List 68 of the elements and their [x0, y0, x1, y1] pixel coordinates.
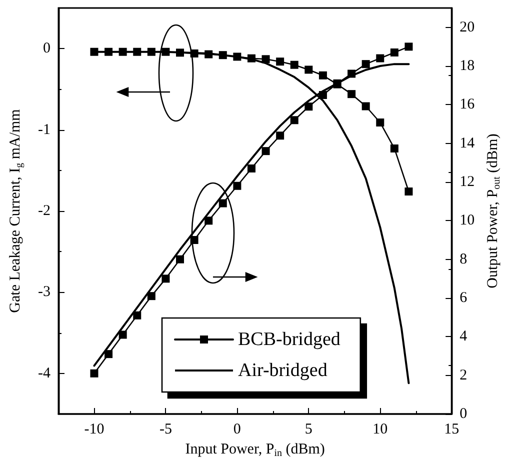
point [104, 48, 113, 56]
x-tick-label: 5 [304, 422, 312, 438]
y2-tick-label: 16 [460, 96, 476, 113]
point [318, 71, 327, 80]
point [118, 330, 127, 339]
y2-tick-label: 20 [460, 19, 475, 36]
point [233, 182, 242, 190]
point [390, 48, 398, 56]
y2-tick-label: 10 [460, 212, 475, 229]
point [204, 50, 213, 58]
point [118, 48, 127, 56]
y-tick-label: -1 [38, 122, 50, 138]
point [362, 102, 370, 110]
y2-tick-label: 18 [460, 58, 475, 74]
point [376, 54, 384, 62]
point [390, 144, 398, 152]
point [176, 48, 184, 57]
point [362, 60, 370, 68]
point [318, 91, 327, 99]
legend-label: BCB-bridged [238, 329, 341, 350]
point [133, 48, 142, 56]
point [90, 369, 98, 378]
point [218, 199, 227, 208]
x-tick-label: 10 [372, 422, 388, 438]
point [247, 54, 256, 62]
point [304, 66, 313, 74]
y2-tick-label: 0 [460, 406, 468, 422]
x-tick-label: -10 [84, 422, 104, 438]
point [204, 216, 213, 225]
y2-tick-label: 14 [460, 135, 476, 152]
point [276, 132, 284, 140]
point [247, 164, 256, 172]
point [233, 52, 242, 61]
point [162, 48, 170, 56]
point [90, 48, 98, 56]
point [176, 255, 184, 264]
y-tick-label: -2 [38, 203, 50, 219]
point [162, 274, 170, 283]
y-tick-label: -4 [38, 365, 51, 382]
y-axis-title: Gate Leakage Current, Ig mA/mm [8, 108, 25, 313]
point [276, 58, 284, 66]
point [348, 70, 356, 78]
y-tick-label: -3 [38, 284, 50, 300]
point [262, 55, 270, 64]
point [348, 90, 356, 98]
point [404, 188, 413, 196]
x-tick-label: 0 [233, 422, 241, 438]
y2-tick-label: 6 [460, 290, 468, 306]
y2-tick-label: 12 [460, 174, 475, 190]
y2-tick-label: 2 [460, 367, 468, 384]
point [147, 292, 156, 300]
point [290, 116, 298, 124]
point [404, 42, 413, 51]
point [218, 51, 227, 60]
point [104, 350, 113, 358]
y-tick-label: 0 [43, 40, 50, 57]
point [376, 118, 384, 126]
y2-tick-label: 8 [460, 251, 468, 268]
legend-label: Air-bridged [238, 360, 328, 381]
x-tick-label: -5 [159, 422, 172, 438]
x-tick-label: 15 [444, 422, 460, 438]
point [147, 48, 156, 56]
y2-tick-label: 4 [460, 328, 468, 345]
point [262, 147, 270, 156]
point [133, 311, 142, 320]
point [304, 102, 313, 111]
point [290, 60, 298, 69]
y2-axis-title: Output Power, Pout (dBm) [485, 134, 502, 288]
